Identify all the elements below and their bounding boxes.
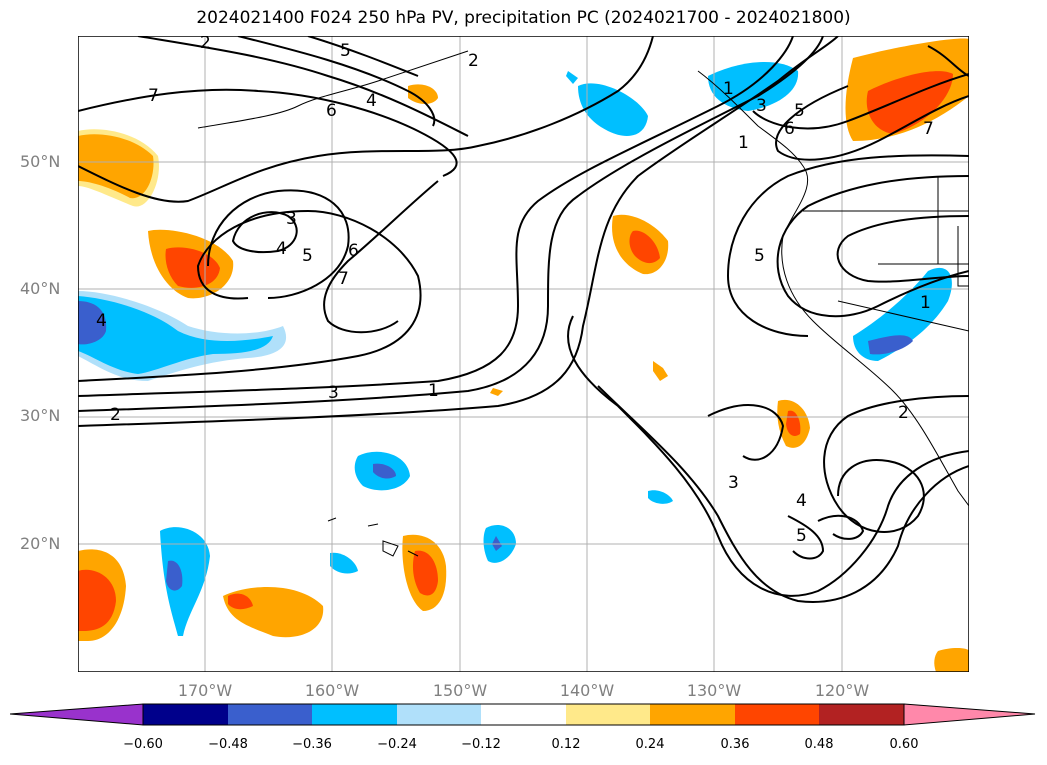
precip-negative-region	[166, 560, 183, 591]
map-title: 2024021400 F024 250 hPa PV, precipitatio…	[196, 8, 851, 28]
precip-positive-region	[412, 550, 438, 596]
colorbar-tick-label: −0.48	[208, 737, 248, 752]
colorbar-tick-label: −0.12	[461, 737, 501, 752]
colorbar-segment	[312, 704, 397, 725]
contour-label: 5	[754, 246, 765, 266]
contour-label: 4	[96, 311, 107, 331]
colorbar-extend-min	[10, 703, 144, 726]
contour-label: 1	[738, 133, 749, 153]
precip-negative-region	[373, 463, 396, 479]
colorbar-extend-max	[903, 703, 1036, 726]
contour-label: 3	[286, 209, 297, 229]
lon-label: 150°W	[432, 681, 488, 700]
coastlines	[197, 50, 969, 557]
contour-label: 5	[796, 526, 807, 546]
contour-label: 5	[302, 246, 313, 266]
contour-label: 2	[110, 405, 121, 425]
contour-label: 3	[756, 96, 767, 116]
contour-label: 1	[920, 293, 931, 313]
precip-positive-region	[228, 593, 253, 610]
precip-negative-region	[78, 296, 273, 374]
lon-label: 160°W	[304, 681, 360, 700]
lat-label: 30°N	[20, 406, 61, 425]
precip-negative-region	[78, 301, 107, 345]
lat-label: 40°N	[20, 279, 61, 298]
colorbar-tick-label: 0.60	[889, 737, 919, 752]
contour-label: 7	[148, 86, 159, 106]
contour-label: 2	[200, 36, 211, 53]
colorbar-segment	[819, 704, 904, 725]
precip-positive-region	[78, 569, 116, 631]
colorbar-tick-label: −0.60	[123, 737, 163, 752]
contour-label: 4	[796, 491, 807, 511]
contour-label: 3	[328, 383, 339, 403]
colorbar-tick-label: 0.24	[635, 737, 665, 752]
precip-negative-region	[566, 71, 578, 84]
colorbar	[10, 703, 1036, 726]
contour-label: 4	[276, 239, 287, 259]
colorbar-segment	[143, 704, 228, 725]
precip-negative-region	[578, 83, 648, 136]
colorbar-segment	[228, 704, 312, 725]
contour-label: 2	[898, 403, 909, 423]
precip-negative-region	[330, 552, 358, 574]
pv-contours	[78, 36, 969, 603]
contour-label: 5	[340, 41, 351, 61]
lon-label: 140°W	[559, 681, 615, 700]
contour-label: 2	[468, 51, 479, 71]
lat-label: 50°N	[20, 152, 61, 171]
colorbar-segment	[735, 704, 819, 725]
colorbar-segment	[397, 704, 481, 725]
precip-positive-region	[165, 247, 220, 288]
colorbar-tick-label: −0.24	[377, 737, 417, 752]
colorbar-segment	[481, 704, 566, 725]
contour-label: 3	[728, 473, 739, 493]
precip-negative-region	[868, 335, 913, 355]
contour-label: 7	[338, 269, 349, 289]
colorbar-segment	[650, 704, 735, 725]
precip-positive-region	[653, 361, 668, 381]
lon-label: 120°W	[814, 681, 870, 700]
precip-positive-region	[408, 84, 438, 104]
contour-label: 6	[326, 101, 337, 121]
contour-label-group: 7 6 5 4 3 2 1 2 4 5 6 7 4 3 2 1 3 4 5 6 …	[96, 36, 934, 546]
lon-label: 170°W	[177, 681, 233, 700]
precip-negative-region	[853, 267, 952, 361]
precip-positive-region	[629, 230, 660, 264]
precip-positive-region	[490, 388, 503, 396]
contour-label: 5	[794, 101, 805, 121]
contour-label: 7	[923, 119, 934, 139]
colorbar-tick-label: −0.36	[292, 737, 332, 752]
precip-positive-region	[78, 134, 154, 199]
precip-negative-region	[160, 527, 210, 636]
colorbar-tick-label: 0.36	[720, 737, 750, 752]
lon-label: 130°W	[686, 681, 742, 700]
contour-label: 6	[784, 119, 795, 139]
contour-label: 6	[348, 241, 359, 261]
contour-label: 1	[428, 381, 439, 401]
colorbar-tick-label: 0.12	[551, 737, 581, 752]
graticule	[78, 36, 969, 672]
precip-shading	[78, 38, 969, 672]
map-plot: 7 6 5 4 3 2 1 2 4 5 6 7 4 3 2 1 3 4 5 6 …	[78, 36, 969, 672]
colorbar-tick-label: 0.48	[804, 737, 834, 752]
precip-positive-region	[934, 647, 969, 672]
lat-label: 20°N	[20, 534, 61, 553]
precip-negative-region	[648, 490, 673, 504]
contour-label: 1	[723, 79, 734, 99]
colorbar-segment	[566, 704, 650, 725]
contour-label: 4	[366, 91, 377, 111]
